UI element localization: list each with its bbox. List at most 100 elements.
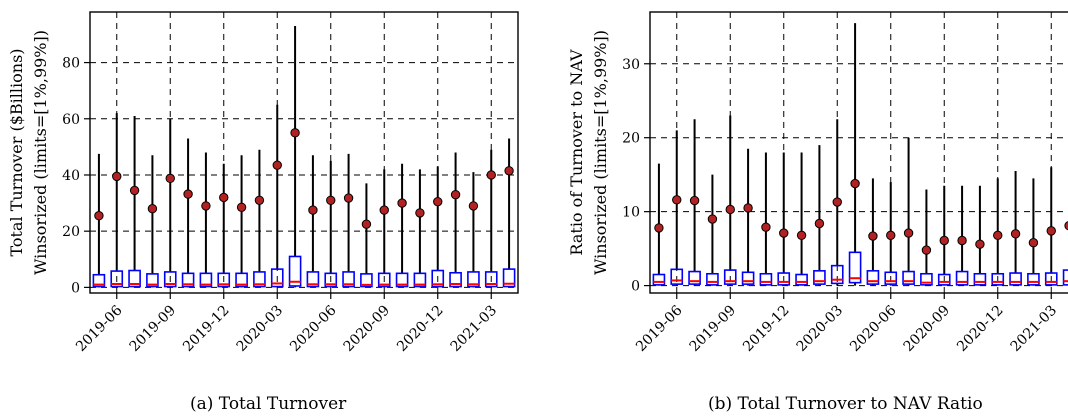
mean-marker: [290, 128, 300, 138]
box: [955, 270, 969, 286]
y-tick-label: 60: [62, 112, 80, 128]
mean-marker: [504, 166, 514, 176]
mean-marker: [654, 223, 664, 233]
box: [413, 272, 427, 288]
x-tick-label: 2019-09: [127, 303, 179, 355]
x-tick-label: 2020-03: [794, 303, 846, 355]
x-tick-label: 2020-06: [287, 302, 340, 355]
mean-marker: [1010, 229, 1021, 239]
box: [467, 271, 480, 288]
box: [830, 264, 844, 285]
mean-marker: [832, 197, 842, 207]
x-tick-label: 2020-12: [394, 303, 446, 355]
mean-marker: [254, 195, 265, 205]
mean-marker: [743, 203, 753, 213]
box: [395, 272, 409, 288]
box: [199, 272, 213, 288]
mean-marker: [779, 228, 789, 238]
x-tick-label: 2020-03: [234, 303, 286, 355]
mean-marker: [415, 208, 425, 218]
box: [902, 270, 915, 285]
mean-marker: [236, 202, 247, 212]
box: [431, 269, 445, 288]
caption-b: (b) Total Turnover to NAV Ratio: [708, 394, 983, 414]
y-tick-label: 20: [622, 131, 640, 147]
box: [884, 271, 898, 285]
y-axis-label: Total Turnover ($Billions): [7, 48, 26, 256]
y-axis-label: Winsorized (limits=[1%,99%]): [591, 30, 610, 275]
mean-marker: [486, 170, 496, 180]
x-tick-label: 2019-12: [740, 303, 792, 355]
box: [920, 272, 933, 286]
mean-marker: [886, 230, 896, 241]
box: [759, 272, 773, 286]
box: [128, 269, 141, 288]
y-tick-label: 80: [62, 56, 80, 72]
mean-marker: [468, 201, 479, 211]
box: [342, 271, 355, 288]
mean-marker: [361, 219, 372, 229]
mean-marker: [957, 235, 967, 246]
x-tick-label: 2021-03: [448, 303, 500, 355]
box: [670, 268, 684, 285]
box: [377, 272, 391, 288]
mean-marker: [1064, 221, 1068, 231]
caption-a: (a) Total Turnover: [190, 394, 347, 414]
x-tick-label: 2020-09: [341, 303, 393, 355]
box: [937, 273, 951, 286]
box: [484, 271, 498, 288]
y-axis-label: Ratio of Turnover to NAV: [567, 49, 586, 256]
y-tick-label: 0: [631, 279, 640, 295]
plot-frame: [89, 11, 519, 294]
box: [848, 251, 862, 284]
x-tick-label: 2020-12: [954, 303, 1006, 355]
mean-marker: [183, 189, 193, 199]
box: [235, 272, 248, 288]
mean-marker: [433, 196, 443, 207]
x-tick-label: 2020-06: [847, 302, 900, 355]
mean-marker: [939, 235, 949, 246]
box: [253, 271, 266, 288]
box: [110, 270, 124, 288]
x-tick-label: 2019-12: [180, 303, 232, 355]
y-axis-label: Winsorized (limits=[1%,99%]): [31, 30, 50, 275]
mean-marker: [993, 230, 1003, 241]
mean-marker: [129, 185, 140, 196]
x-tick-label: 2020-09: [901, 303, 953, 355]
mean-marker: [796, 230, 807, 241]
box: [866, 270, 880, 285]
box: [813, 270, 826, 285]
mean-marker: [921, 245, 932, 255]
box: [741, 271, 755, 285]
mean-marker: [308, 205, 318, 215]
mean-marker: [814, 218, 825, 229]
mean-marker: [707, 214, 718, 224]
mean-marker: [761, 222, 771, 232]
mean-marker: [850, 178, 860, 189]
box: [723, 269, 737, 285]
box: [706, 272, 719, 286]
box: [163, 271, 177, 288]
plot-area: [90, 12, 518, 293]
box: [991, 272, 1005, 286]
mean-marker: [397, 198, 407, 208]
mean-marker: [450, 189, 461, 200]
y-tick-label: 30: [622, 57, 640, 73]
box: [288, 255, 302, 287]
mean-marker: [1046, 226, 1056, 236]
box: [146, 273, 159, 288]
mean-marker: [725, 204, 735, 215]
mean-marker: [219, 192, 229, 203]
mean-marker: [147, 204, 158, 214]
y-tick-label: 0: [71, 280, 80, 296]
mean-marker: [1028, 238, 1039, 248]
box: [1062, 269, 1068, 286]
mean-marker: [689, 195, 700, 206]
box: [181, 272, 195, 288]
box: [306, 271, 320, 288]
mean-marker: [868, 231, 878, 241]
box: [270, 268, 284, 288]
box: [502, 268, 516, 288]
